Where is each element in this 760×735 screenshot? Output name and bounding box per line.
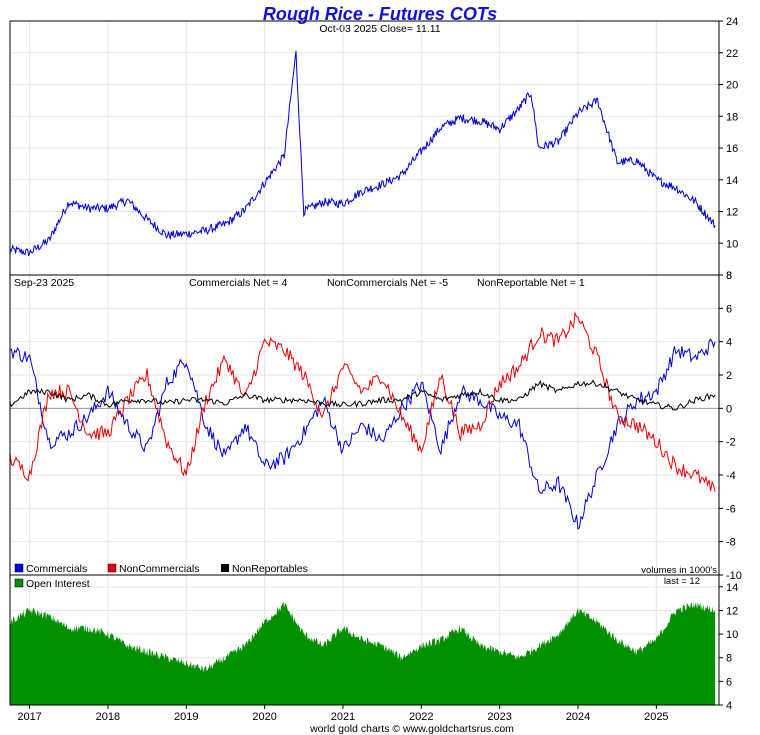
- legend-open-interest-label: Open Interest: [26, 578, 90, 590]
- cot-series: [9, 311, 719, 531]
- x-tick-label: 2017: [17, 711, 41, 723]
- price-y-axis: 8 10 12 14 16 18 20 22 24: [719, 16, 738, 282]
- oi-y-tick-label: 12: [726, 605, 738, 617]
- cot-y-tick-label: -6: [726, 503, 736, 515]
- open-interest-fill: [10, 601, 716, 705]
- price-y-tick-label: 14: [726, 175, 738, 187]
- legend-commercials-swatch: [14, 563, 24, 573]
- oi-y-tick-label: 6: [726, 676, 732, 688]
- legend-noncommercials-swatch: [107, 563, 117, 573]
- cot-y-tick-label: 2: [726, 370, 732, 382]
- commercials-line: [9, 338, 716, 531]
- price-line: [9, 50, 716, 257]
- oi-panel-frame: [9, 574, 720, 706]
- open-interest-area: [10, 601, 716, 705]
- x-tick-label: 2022: [409, 711, 433, 723]
- x-tick-label: 2019: [174, 711, 198, 723]
- cot-y-tick-label: 6: [726, 303, 732, 315]
- commercials-net-label: Commercials Net = 4: [189, 277, 287, 289]
- cot-y-tick-label: 0: [726, 403, 732, 415]
- cot-y-tick-label: -10: [726, 570, 742, 582]
- cot-panel-frame: [9, 274, 720, 576]
- oi-y-tick-label: 8: [726, 653, 732, 665]
- x-tick-label: 2024: [566, 711, 590, 723]
- x-axis: 2017 2018 2019 2020 2021 2022 2023 2024 2025: [17, 705, 669, 723]
- noncommercials-net-label: NonCommercials Net = -5: [327, 277, 448, 289]
- cot-y-tick-label: -4: [726, 470, 736, 482]
- cot-panel-grid: [10, 274, 719, 576]
- price-y-tick-label: 12: [726, 207, 738, 219]
- cot-y-tick-label: -8: [726, 537, 736, 549]
- price-y-tick-label: 16: [726, 143, 738, 155]
- legend-open-interest-swatch: [14, 578, 24, 588]
- legend-nonreportables-swatch: [221, 564, 229, 572]
- price-y-tick-label: 18: [726, 111, 738, 123]
- cot-y-tick-label: 8: [726, 270, 732, 282]
- oi-y-tick-label: 10: [726, 629, 738, 641]
- oi-y-tick-label: 14: [726, 582, 738, 594]
- price-y-tick-label: 22: [726, 48, 738, 60]
- cot-y-axis: -10 -8 -6 -4 -2 0 2 4 6 8: [719, 270, 742, 582]
- noncommercials-line: [9, 311, 716, 492]
- x-tick-label: 2021: [331, 711, 355, 723]
- nonreportables-line: [9, 379, 716, 411]
- oi-y-axis: 4 6 8 10 12 14: [719, 582, 738, 712]
- price-y-tick-label: 20: [726, 80, 738, 92]
- price-series: [9, 50, 716, 257]
- x-tick-label: 2018: [96, 711, 120, 723]
- nonreportable-net-label: NonReportable Net = 1: [477, 277, 585, 289]
- oi-y-tick-label: 4: [726, 700, 732, 712]
- legend-commercials-label: Commercials: [26, 563, 87, 575]
- legend-nonreportables-label: NonReportables: [232, 563, 308, 575]
- price-y-tick-label: 8: [726, 270, 732, 282]
- x-tick-label: 2025: [644, 711, 668, 723]
- price-y-tick-label: 24: [726, 16, 738, 28]
- legend-noncommercials-label: NonCommercials: [119, 563, 200, 575]
- chart-title: Rough Rice - Futures COTs: [263, 4, 497, 24]
- x-tick-label: 2023: [487, 711, 511, 723]
- price-date-close: Oct-03 2025 Close= 11.11: [319, 23, 440, 35]
- x-tick-label: 2020: [252, 711, 276, 723]
- cot-date: Sep-23 2025: [14, 277, 74, 289]
- cot-y-tick-label: 4: [726, 337, 732, 349]
- footer-credit: world gold charts © www.goldchartsrus.co…: [309, 723, 514, 735]
- oi-last-label: last = 12: [664, 576, 700, 587]
- cot-y-tick-label: -2: [726, 437, 736, 449]
- price-y-tick-label: 10: [726, 238, 738, 250]
- volumes-note: volumes in 1000's: [641, 565, 717, 576]
